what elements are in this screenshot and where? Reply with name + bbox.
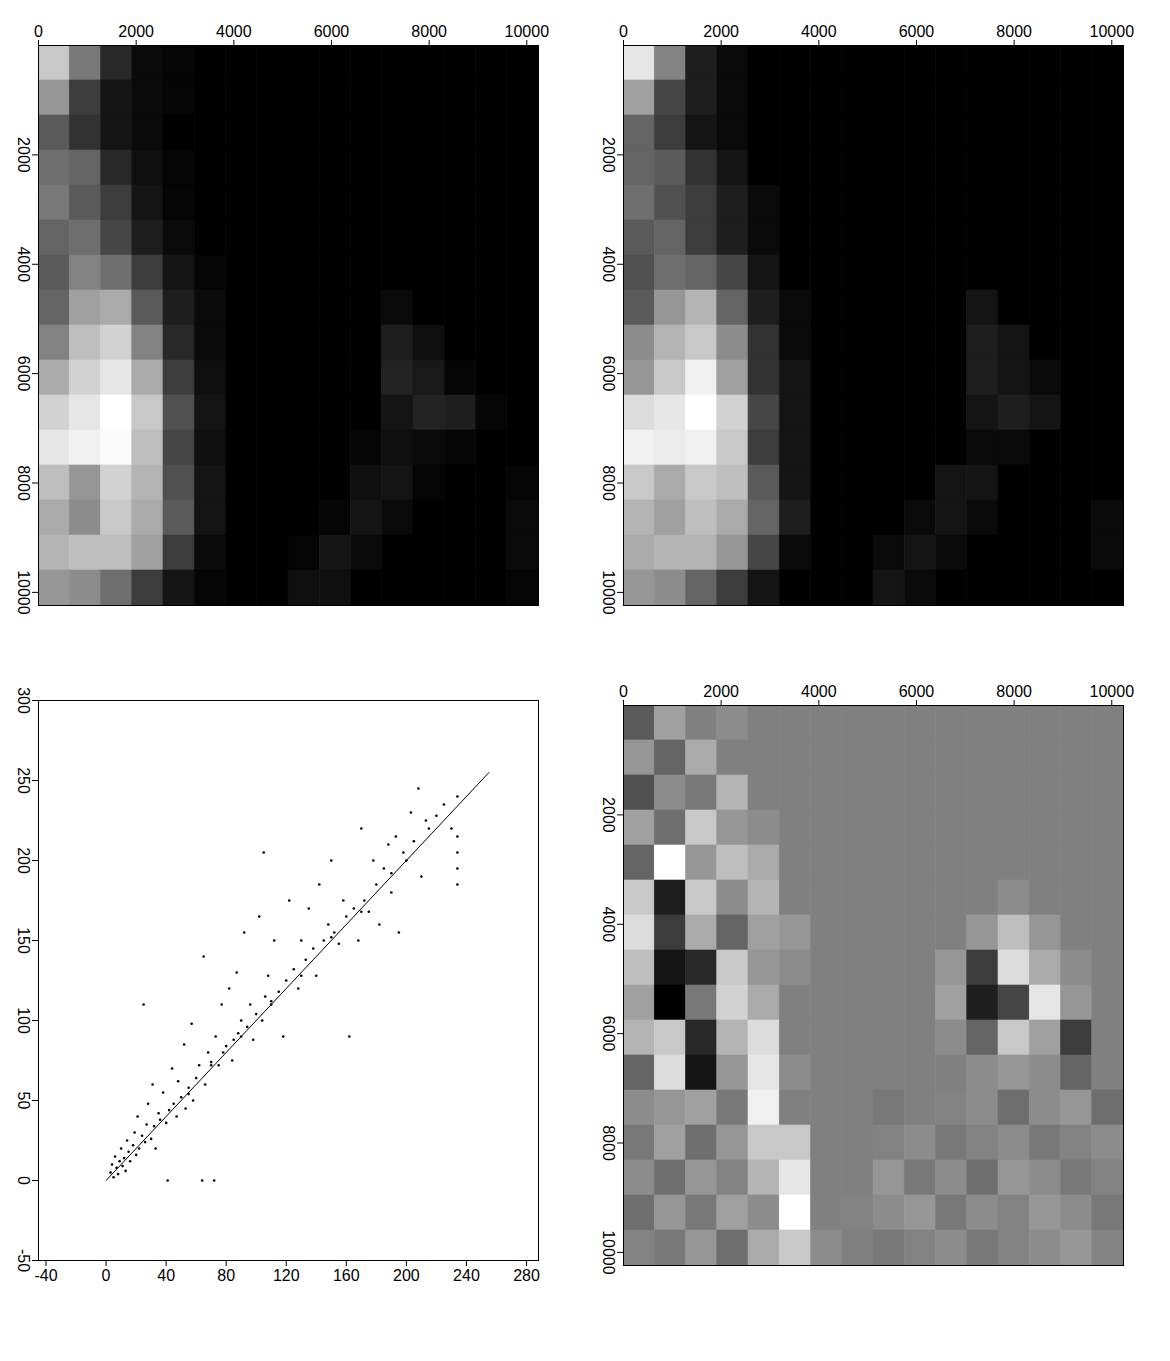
svg-text:2000: 2000 xyxy=(600,137,617,173)
svg-text:280: 280 xyxy=(513,1267,540,1284)
svg-text:100: 100 xyxy=(15,1007,32,1034)
svg-text:10000: 10000 xyxy=(505,23,550,40)
svg-text:4000: 4000 xyxy=(15,246,32,282)
svg-text:160: 160 xyxy=(333,1267,360,1284)
svg-text:8000: 8000 xyxy=(996,23,1032,40)
svg-text:40: 40 xyxy=(157,1267,175,1284)
svg-text:6000: 6000 xyxy=(899,683,935,700)
svg-text:8000: 8000 xyxy=(996,683,1032,700)
svg-text:6000: 6000 xyxy=(600,1016,617,1052)
svg-text:4000: 4000 xyxy=(600,246,617,282)
svg-text:4000: 4000 xyxy=(801,683,837,700)
svg-text:0: 0 xyxy=(619,683,628,700)
svg-text:250: 250 xyxy=(15,767,32,794)
svg-text:0: 0 xyxy=(102,1267,111,1284)
svg-text:2000: 2000 xyxy=(15,137,32,173)
svg-text:-40: -40 xyxy=(34,1267,57,1284)
svg-text:300: 300 xyxy=(15,687,32,714)
svg-text:4000: 4000 xyxy=(600,906,617,942)
svg-text:2000: 2000 xyxy=(703,683,739,700)
svg-text:10000: 10000 xyxy=(1090,23,1135,40)
svg-text:8000: 8000 xyxy=(411,23,447,40)
svg-text:10000: 10000 xyxy=(15,570,32,615)
svg-text:8000: 8000 xyxy=(600,1125,617,1161)
svg-text:0: 0 xyxy=(15,1176,32,1185)
svg-text:4000: 4000 xyxy=(216,23,252,40)
svg-text:2000: 2000 xyxy=(118,23,154,40)
svg-text:8000: 8000 xyxy=(600,465,617,501)
svg-text:150: 150 xyxy=(15,927,32,954)
svg-text:0: 0 xyxy=(34,23,43,40)
svg-text:50: 50 xyxy=(15,1092,32,1110)
svg-text:6000: 6000 xyxy=(600,356,617,392)
svg-text:240: 240 xyxy=(453,1267,480,1284)
svg-text:200: 200 xyxy=(15,847,32,874)
svg-text:200: 200 xyxy=(393,1267,420,1284)
svg-text:8000: 8000 xyxy=(15,465,32,501)
svg-text:10000: 10000 xyxy=(600,570,617,615)
svg-text:2000: 2000 xyxy=(703,23,739,40)
svg-text:2000: 2000 xyxy=(600,797,617,833)
svg-text:6000: 6000 xyxy=(899,23,935,40)
svg-text:-50: -50 xyxy=(15,1249,32,1272)
svg-text:0: 0 xyxy=(619,23,628,40)
svg-text:6000: 6000 xyxy=(314,23,350,40)
svg-text:80: 80 xyxy=(217,1267,235,1284)
svg-text:6000: 6000 xyxy=(15,356,32,392)
svg-text:120: 120 xyxy=(273,1267,300,1284)
svg-text:10000: 10000 xyxy=(600,1230,617,1275)
svg-text:4000: 4000 xyxy=(801,23,837,40)
svg-text:10000: 10000 xyxy=(1090,683,1135,700)
